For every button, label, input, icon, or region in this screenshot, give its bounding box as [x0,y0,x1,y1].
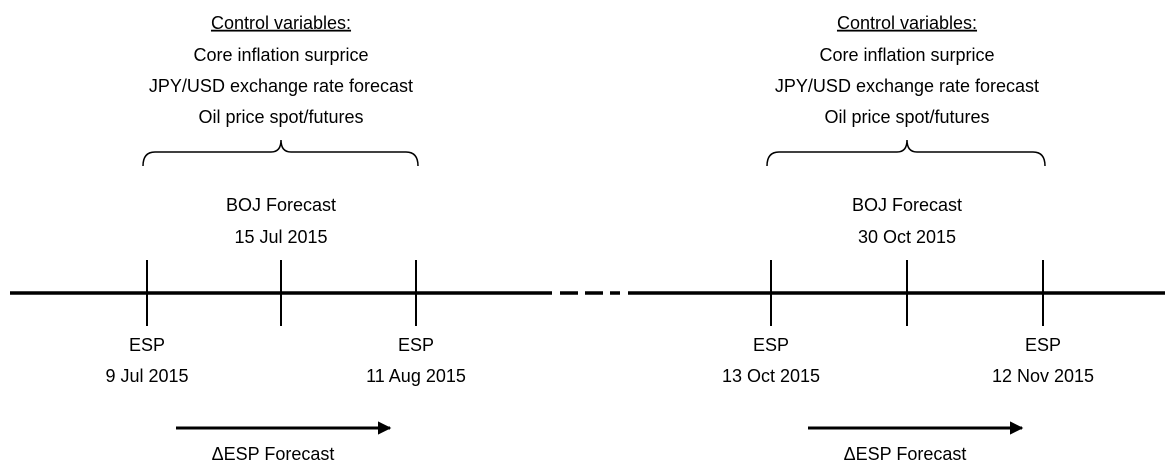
esp-label: ESP [1025,335,1061,355]
esp-date: 9 Jul 2015 [105,366,188,386]
esp-date: 13 Oct 2015 [722,366,820,386]
arrow-label: ΔESP Forecast [212,444,335,464]
forecast-label: BOJ Forecast [852,195,962,215]
esp-label: ESP [753,335,789,355]
control-item: Oil price spot/futures [824,107,989,127]
control-item: Core inflation surprice [193,45,368,65]
control-item: Core inflation surprice [819,45,994,65]
brace [766,139,1046,167]
forecast-date: 15 Jul 2015 [234,227,327,247]
esp-date: 11 Aug 2015 [366,366,466,386]
esp-date: 12 Nov 2015 [992,366,1094,386]
control-item: JPY/USD exchange rate forecast [775,76,1039,96]
arrow-label: ΔESP Forecast [844,444,967,464]
control-heading: Control variables: [837,13,977,33]
control-item: Oil price spot/futures [198,107,363,127]
forecast-date: 30 Oct 2015 [858,227,956,247]
esp-label: ESP [398,335,434,355]
control-heading: Control variables: [211,13,351,33]
control-item: JPY/USD exchange rate forecast [149,76,413,96]
forecast-label: BOJ Forecast [226,195,336,215]
brace [142,139,419,167]
esp-label: ESP [129,335,165,355]
